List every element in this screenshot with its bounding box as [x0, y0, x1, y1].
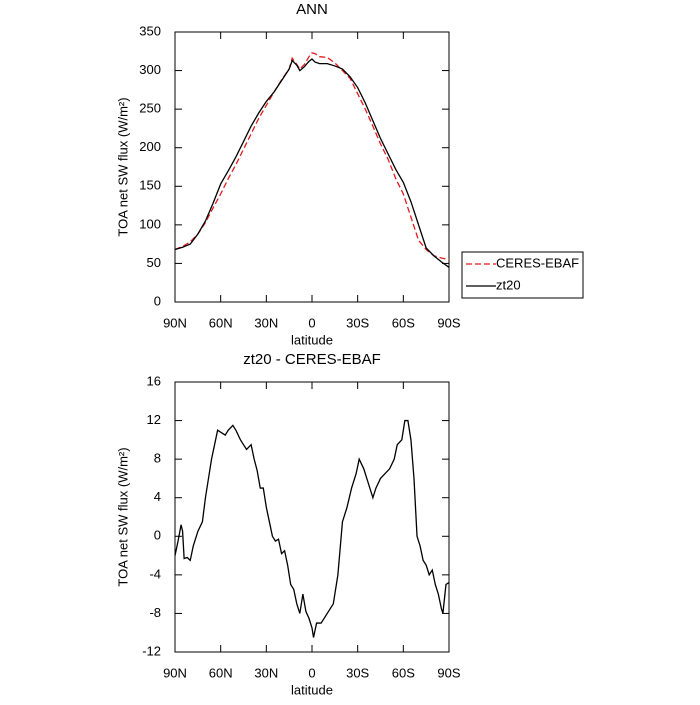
y-tick-label: 12 — [147, 412, 161, 427]
y-axis-label: TOA net SW flux (W/m²) — [115, 447, 130, 586]
x-axis-label: latitude — [291, 332, 333, 347]
y-tick-label: -4 — [149, 566, 161, 581]
x-tick-label: 30S — [346, 315, 369, 330]
x-tick-label: 30S — [346, 665, 369, 680]
x-axis-label: latitude — [291, 682, 333, 697]
y-tick-label: 100 — [139, 216, 161, 231]
y-tick-label: 4 — [154, 489, 161, 504]
y-tick-label: 0 — [154, 293, 161, 308]
x-tick-label: 30N — [254, 315, 278, 330]
y-tick-label: 8 — [154, 451, 161, 466]
y-tick-label: 200 — [139, 139, 161, 154]
y-tick-label: 300 — [139, 62, 161, 77]
chart-title: zt20 - CERES-EBAF — [243, 351, 381, 368]
y-tick-label: -12 — [142, 643, 161, 658]
y-tick-label: 50 — [147, 255, 161, 270]
y-tick-label: 0 — [154, 528, 161, 543]
data-line — [174, 58, 450, 268]
x-tick-label: 60N — [209, 315, 233, 330]
data-line — [174, 419, 450, 638]
y-tick-label: 16 — [147, 373, 161, 388]
y-tick-label: -8 — [149, 605, 161, 620]
x-tick-label: 60S — [392, 665, 415, 680]
plot-frame — [174, 31, 450, 303]
chart-title: ANN — [296, 1, 328, 18]
x-tick-label: 60S — [392, 315, 415, 330]
legend-box — [461, 251, 584, 299]
x-tick-label: 90S — [437, 315, 460, 330]
x-tick-label: 90N — [163, 665, 187, 680]
x-tick-label: 60N — [209, 665, 233, 680]
legend-label: zt20 — [496, 277, 521, 292]
y-tick-label: 350 — [139, 23, 161, 38]
y-tick-label: 150 — [139, 178, 161, 193]
x-tick-label: 90N — [163, 315, 187, 330]
y-tick-label: 250 — [139, 101, 161, 116]
data-line — [174, 52, 450, 261]
legend-label: CERES-EBAF — [496, 255, 579, 270]
x-tick-label: 0 — [308, 665, 315, 680]
x-tick-label: 30N — [254, 665, 278, 680]
x-tick-label: 90S — [437, 665, 460, 680]
x-tick-label: 0 — [308, 315, 315, 330]
y-axis-label: TOA net SW flux (W/m²) — [115, 97, 130, 236]
